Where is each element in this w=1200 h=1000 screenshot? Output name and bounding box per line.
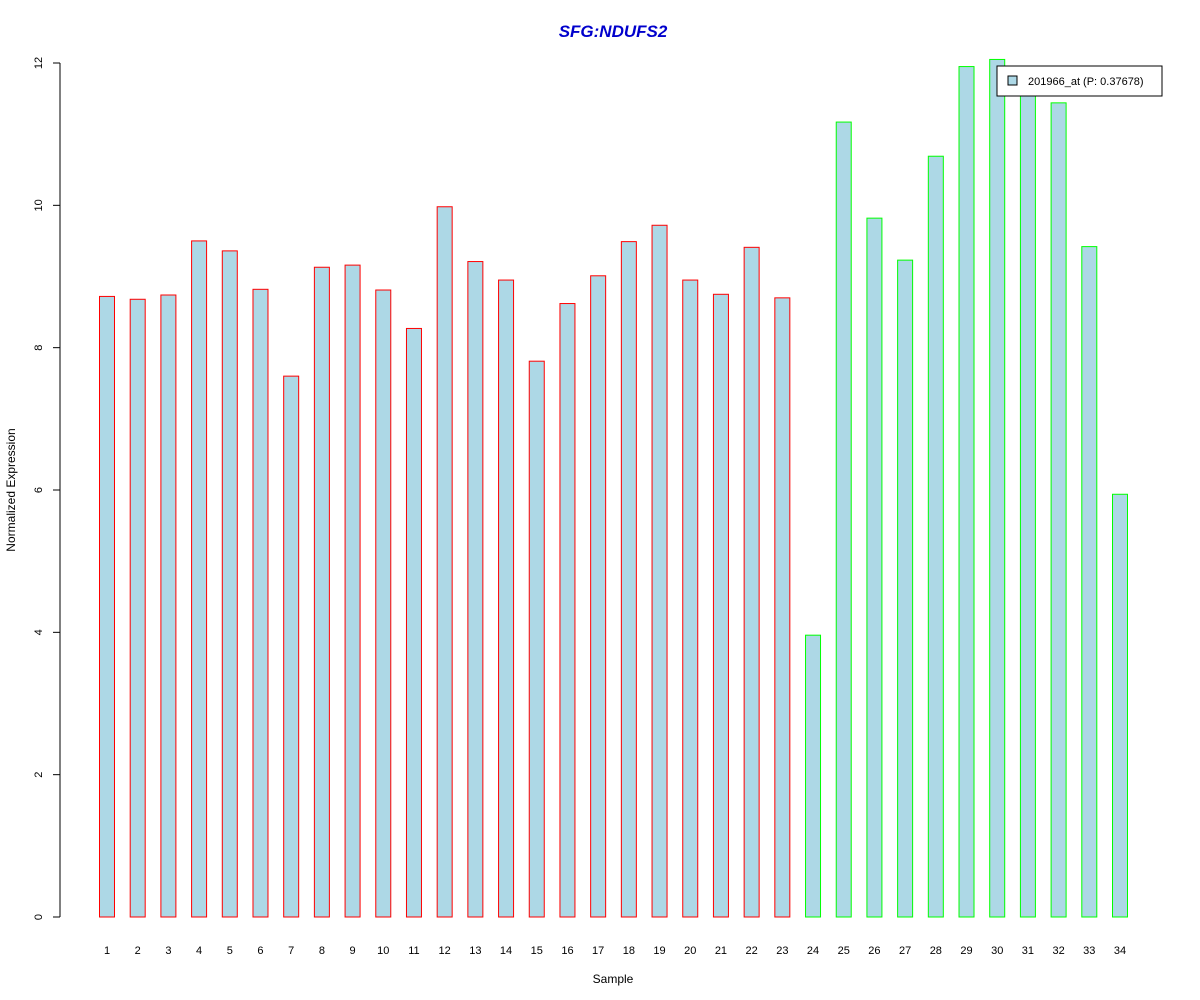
- legend: 201966_at (P: 0.37678): [996, 65, 1163, 97]
- x-tick-label: 1: [104, 945, 110, 957]
- x-tick-label: 27: [899, 945, 911, 957]
- x-axis-tick-labels: 1 2 3 4 5 6 7 8 9 10 11 12 13 14 15 16 17 18 19 20 21 22 23 24 2…: [104, 945, 1126, 957]
- bar-sample-21: [712, 293, 729, 918]
- x-tick-label: 5: [227, 945, 233, 957]
- bar-sample-9: [344, 264, 361, 918]
- bar-sample-30: [989, 58, 1006, 918]
- bar-sample-25: [835, 121, 852, 918]
- x-tick-label: 12: [439, 945, 451, 957]
- y-axis-label: Normalized Expression: [4, 428, 18, 551]
- x-tick-label: 10: [377, 945, 389, 957]
- x-tick-label: 24: [807, 945, 819, 957]
- x-tick-label: 26: [868, 945, 880, 957]
- bar-sample-17: [590, 275, 607, 918]
- x-tick-label: 21: [715, 945, 727, 957]
- bar-sample-34: [1112, 493, 1128, 918]
- x-tick-label: 18: [623, 945, 635, 957]
- x-tick-label: 17: [592, 945, 604, 957]
- bar-sample-18: [620, 241, 637, 918]
- bar-sample-22: [743, 246, 760, 918]
- x-tick-label: 30: [991, 945, 1003, 957]
- x-tick-label: 31: [1022, 945, 1034, 957]
- bar-sample-15: [528, 360, 545, 918]
- bar-sample-28: [927, 155, 944, 918]
- bar-sample-13: [467, 261, 484, 918]
- x-tick-label: 23: [776, 945, 788, 957]
- x-tick-label: 29: [960, 945, 972, 957]
- legend-box: [996, 65, 1163, 97]
- bar-sample-10: [375, 289, 392, 918]
- bar-sample-5: [221, 250, 238, 918]
- bar-sample-19: [651, 224, 668, 918]
- y-tick-label: 2: [33, 772, 45, 778]
- bar-sample-6: [252, 288, 269, 918]
- bar-series: [99, 58, 1128, 918]
- bar-sample-26: [866, 217, 883, 918]
- y-tick-label: 8: [33, 345, 45, 351]
- bar-sample-2: [129, 298, 146, 918]
- x-tick-label: 22: [746, 945, 758, 957]
- x-tick-label: 2: [135, 945, 141, 957]
- bar-sample-29: [958, 66, 975, 918]
- chart-title: SFG:NDUFS2: [559, 22, 668, 41]
- y-tick-label: 12: [33, 57, 45, 69]
- x-tick-label: 32: [1052, 945, 1064, 957]
- x-tick-label: 14: [500, 945, 512, 957]
- x-tick-label: 15: [531, 945, 543, 957]
- bar-sample-12: [436, 206, 453, 918]
- y-tick-label: 0: [33, 914, 45, 920]
- x-tick-label: 16: [561, 945, 573, 957]
- bar-sample-20: [682, 279, 699, 918]
- x-tick-label: 3: [165, 945, 171, 957]
- bar-sample-16: [559, 303, 576, 918]
- legend-swatch: [1007, 75, 1018, 86]
- bar-sample-7: [283, 375, 300, 918]
- x-tick-label: 4: [196, 945, 202, 957]
- y-tick-label: 10: [33, 199, 45, 211]
- x-tick-label: 34: [1114, 945, 1126, 957]
- x-tick-label: 13: [469, 945, 481, 957]
- legend-label: 201966_at (P: 0.37678): [1028, 76, 1144, 88]
- bar-sample-31: [1019, 88, 1036, 918]
- bar-sample-23: [774, 297, 791, 918]
- y-tick-label: 6: [33, 487, 45, 493]
- x-tick-label: 25: [838, 945, 850, 957]
- bar-sample-24: [805, 634, 822, 918]
- x-tick-label: 28: [930, 945, 942, 957]
- x-tick-label: 11: [408, 945, 419, 957]
- bar-sample-33: [1081, 246, 1098, 918]
- bar-sample-1: [99, 295, 115, 918]
- x-tick-label: 6: [257, 945, 263, 957]
- x-tick-label: 8: [319, 945, 325, 957]
- bar-sample-14: [498, 279, 515, 918]
- x-tick-label: 19: [653, 945, 665, 957]
- x-tick-label: 33: [1083, 945, 1095, 957]
- bar-sample-32: [1050, 102, 1067, 918]
- bar-sample-27: [897, 259, 914, 918]
- x-tick-label: 20: [684, 945, 696, 957]
- bar-sample-3: [160, 294, 177, 918]
- x-tick-label: 9: [350, 945, 356, 957]
- bar-sample-8: [313, 266, 330, 918]
- y-tick-label: 4: [33, 629, 45, 635]
- y-axis-ticks: 0 2 4 6 8 10 12: [33, 57, 60, 920]
- bar-sample-4: [191, 240, 208, 918]
- bar-sample-11: [405, 327, 422, 918]
- x-tick-label: 7: [288, 945, 294, 957]
- x-axis-label: Sample: [593, 972, 634, 986]
